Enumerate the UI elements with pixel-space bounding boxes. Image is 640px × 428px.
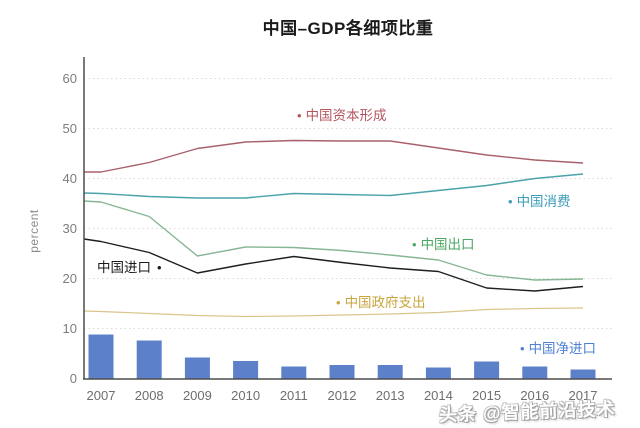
series-label-text: 中国出口 [420, 237, 475, 252]
bar-2008 [136, 340, 162, 379]
bar-2017 [570, 369, 596, 379]
chart-title: 中国–GDP各细项比重 [262, 19, 434, 38]
series-label-capital_formation: • 中国资本形成 [297, 104, 387, 124]
series-label-text: 中国净进口 [528, 341, 597, 356]
series-label-text: 中国进口 [97, 260, 151, 275]
x-tick-label: 2009 [183, 388, 212, 403]
line-exports [83, 200, 584, 281]
series-label-text: 中国消费 [516, 194, 571, 209]
x-tick-label: 2011 [280, 388, 308, 403]
y-tick-label: 10 [63, 321, 77, 336]
bar-2015 [474, 361, 500, 379]
y-tick-label: 0 [70, 371, 77, 386]
x-tick-label: 2016 [520, 388, 549, 403]
y-tick-label: 20 [63, 271, 77, 286]
bar-2010 [233, 361, 259, 379]
x-tick-label: 2017 [569, 388, 598, 403]
x-tick-label: 2007 [87, 388, 116, 403]
bullet-icon: • [520, 341, 525, 356]
x-tick-label: 2010 [231, 388, 260, 403]
y-tick-label: 30 [63, 221, 77, 236]
bar-2016 [522, 366, 548, 379]
x-tick-label: 2015 [472, 388, 501, 403]
bar-2009 [184, 357, 210, 379]
bar-2011 [281, 366, 307, 379]
bullet-icon: • [508, 194, 513, 209]
bar-2007 [88, 334, 114, 379]
series-label-text: 中国资本形成 [305, 108, 387, 123]
x-tick-label: 2012 [328, 388, 357, 403]
bullet-icon: • [336, 295, 341, 310]
y-tick-label: 40 [63, 171, 77, 186]
series-label-consumption: • 中国消费 [508, 190, 571, 210]
series-label-government: • 中国政府支出 [336, 291, 426, 311]
x-tick-label: 2013 [376, 388, 405, 403]
line-capital_formation [84, 139, 584, 173]
y-tick-label: 60 [63, 71, 77, 86]
bar-2012 [329, 365, 355, 379]
series-label-text: 中国政府支出 [344, 295, 426, 310]
line-imports [83, 238, 584, 292]
line-government [83, 307, 584, 318]
x-tick-label: 2008 [135, 388, 164, 403]
bar-2014 [425, 367, 451, 379]
bar-2013 [377, 365, 403, 379]
bullet-icon: • [157, 260, 162, 275]
bullet-icon: • [412, 237, 417, 252]
series-label-imports: 中国进口 • [97, 256, 162, 276]
series-label-net_imports: • 中国净进口 [520, 337, 596, 357]
y-tick-label: 50 [63, 121, 77, 136]
line-consumption [83, 173, 584, 199]
bullet-icon: • [297, 108, 302, 123]
x-tick-label: 2014 [424, 388, 453, 403]
series-label-exports: • 中国出口 [412, 233, 475, 253]
